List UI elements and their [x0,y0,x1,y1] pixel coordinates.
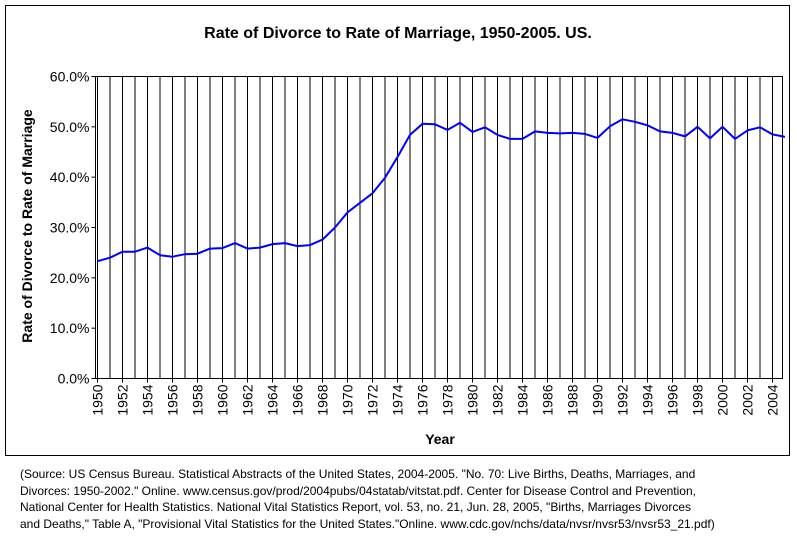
x-tick-label: 1956 [165,384,181,415]
x-tick-label: 1966 [290,384,306,415]
x-tick-label: 2000 [715,384,731,415]
y-tick-label: 20.0% [50,270,90,286]
x-axis-ticks: 1950 1952 1954 1956 1958 1960 1962 1964 1966 1968… [90,378,781,416]
x-tick-label: 1994 [640,384,656,415]
plot-area [95,76,783,379]
x-tick-label: 1960 [215,384,231,415]
x-tick-label: 1998 [690,384,706,415]
source-line: and Deaths," Table A, "Provisional Vital… [20,516,715,531]
plot-border [95,76,783,379]
x-tick-label: 1976 [415,384,431,415]
x-tick-label: 1954 [140,384,156,415]
y-tick-label: 30.0% [50,220,90,236]
x-tick-label: 1958 [190,384,206,415]
x-tick-label: 1984 [515,384,531,415]
x-tick-label: 1996 [665,384,681,415]
y-tick-label: 40.0% [50,169,90,185]
source-line: Divorces: 1950-2002." Online. www.census… [20,483,696,498]
grid-lines [97,76,773,379]
series-line [97,118,786,263]
x-tick-label: 1978 [440,384,456,415]
x-tick-label: 1962 [240,384,256,415]
x-axis-label: Year [425,431,455,447]
x-tick-label: 1986 [540,384,556,415]
y-tick-label: 50.0% [50,119,90,135]
x-tick-label: 1974 [390,384,406,415]
x-tick-label: 2002 [740,384,756,415]
chart-frame [5,5,790,456]
x-tick-label: 1950 [90,384,106,415]
y-axis-ticks: 0.0% 10.0% 20.0% 30.0% 40.0% 50.0% 60.0% [50,69,96,387]
x-tick-label: 1972 [365,384,381,415]
x-tick-label: 1990 [590,384,606,415]
line-chart: Rate of Divorce to Rate of Marriage, 195… [19,25,786,447]
y-tick-label: 60.0% [50,69,90,85]
x-tick-label: 1968 [315,384,331,415]
x-tick-label: 2004 [765,384,781,415]
y-tick-label: 0.0% [58,371,90,387]
source-line: (Source: US Census Bureau. Statistical A… [20,467,696,481]
x-tick-label: 1952 [115,384,131,415]
x-tick-label: 1980 [465,384,481,415]
x-tick-label: 1964 [265,384,281,415]
x-tick-label: 1982 [490,384,506,415]
x-tick-label: 1988 [565,384,581,415]
source-line: National Center for Health Statistics. N… [20,500,692,514]
x-tick-label: 1992 [615,384,631,415]
y-axis-label: Rate of Divorce to Rate of Marriage [19,109,35,343]
chart-title: Rate of Divorce to Rate of Marriage, 195… [204,25,592,42]
source-citation: (Source: US Census Bureau. Statistical A… [20,466,790,532]
y-tick-label: 10.0% [50,320,90,336]
x-tick-label: 1970 [340,384,356,415]
